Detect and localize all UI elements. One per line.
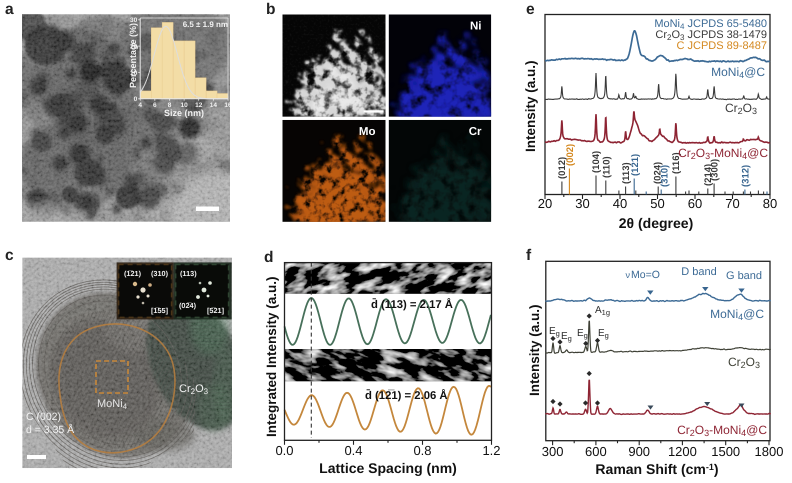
svg-text:MoNi4 JCPDS 65-5480: MoNi4 JCPDS 65-5480: [654, 18, 767, 31]
svg-text:d̄ (113) = 2.17 Å: d̄ (113) = 2.17 Å: [371, 298, 453, 311]
svg-text:Eg: Eg: [549, 326, 560, 338]
svg-text:C JCPDS 89-8487: C JCPDS 89-8487: [677, 40, 768, 52]
svg-text:Eg: Eg: [577, 328, 588, 340]
svg-text:60: 60: [688, 196, 702, 211]
svg-text:Percentage (%): Percentage (%): [128, 23, 138, 88]
svg-text:40: 40: [613, 196, 627, 211]
svg-text:10: 10: [130, 70, 138, 77]
svg-text:MoNi4: MoNi4: [97, 398, 128, 411]
svg-text:(116): (116): [671, 152, 682, 174]
svg-text:[5̅21]: [5̅21]: [207, 306, 225, 315]
svg-text:Raman Shift (cm-1): Raman Shift (cm-1): [595, 461, 718, 477]
svg-text:Size (nm): Size (nm): [164, 108, 204, 118]
svg-text:70: 70: [725, 196, 739, 211]
svg-text:600: 600: [585, 444, 607, 459]
svg-text:Intensity (a.u.): Intensity (a.u.): [523, 60, 538, 152]
svg-text:(310): (310): [660, 165, 671, 187]
svg-text:Ni: Ni: [470, 21, 482, 33]
svg-text:Lattice Spacing (nm): Lattice Spacing (nm): [319, 460, 457, 476]
svg-text:D band: D band: [681, 266, 716, 278]
svg-text:Cr2O3: Cr2O3: [179, 383, 209, 396]
svg-text:C (002): C (002): [26, 411, 61, 423]
svg-text:Cr2O3: Cr2O3: [728, 355, 760, 370]
svg-text:30: 30: [130, 17, 138, 24]
svg-text:Eg: Eg: [561, 331, 572, 343]
svg-text:14: 14: [210, 102, 218, 109]
svg-text:(104): (104): [591, 151, 602, 173]
svg-text:MoNi4@C: MoNi4@C: [711, 65, 765, 80]
svg-text:ν: ν: [626, 270, 631, 280]
svg-text:(113): (113): [180, 269, 197, 278]
svg-text:0.4: 0.4: [344, 443, 362, 458]
svg-text:0: 0: [134, 96, 138, 103]
svg-text:80: 80: [763, 196, 777, 211]
svg-text:Mo: Mo: [359, 126, 376, 138]
svg-text:(312): (312): [741, 165, 752, 187]
svg-text:Eg: Eg: [598, 328, 609, 340]
svg-text:30: 30: [575, 196, 589, 211]
svg-text:(214): (214): [703, 164, 714, 186]
svg-text:Mo=O: Mo=O: [631, 269, 660, 281]
svg-text:0.0: 0.0: [275, 443, 293, 458]
svg-text:(310): (310): [151, 269, 169, 278]
svg-text:10: 10: [180, 102, 188, 109]
svg-text:50: 50: [650, 196, 664, 211]
svg-text:c: c: [5, 247, 14, 264]
svg-text:(002): (002): [565, 144, 576, 166]
svg-text:0.8: 0.8: [413, 443, 431, 458]
svg-text:A1g: A1g: [595, 305, 610, 317]
svg-text:(121): (121): [630, 154, 641, 176]
svg-text:(1̅21): (1̅21): [124, 269, 142, 278]
svg-text:(02̅4): (02̅4): [179, 301, 197, 310]
svg-text:e: e: [526, 1, 535, 18]
svg-text:4: 4: [138, 102, 142, 109]
svg-text:1.2: 1.2: [482, 443, 500, 458]
svg-text:(113): (113): [621, 162, 632, 184]
svg-text:d: d: [264, 249, 273, 266]
svg-text:(012): (012): [557, 157, 568, 179]
svg-text:6: 6: [153, 102, 157, 109]
svg-text:20: 20: [130, 43, 138, 50]
svg-text:1800: 1800: [755, 444, 784, 459]
svg-text:16: 16: [224, 102, 232, 109]
svg-text:6.5 ± 1.9 nm: 6.5 ± 1.9 nm: [183, 20, 228, 29]
svg-text:1200: 1200: [668, 444, 697, 459]
svg-text:MoNi4@C: MoNi4@C: [710, 307, 764, 322]
svg-text:2θ (degree): 2θ (degree): [619, 215, 693, 231]
svg-text:20: 20: [538, 196, 552, 211]
svg-text:900: 900: [628, 444, 650, 459]
svg-text:Cr2O3 JCPDS 38-1479: Cr2O3 JCPDS 38-1479: [655, 29, 767, 42]
svg-text:(300): (300): [710, 159, 721, 181]
svg-text:12: 12: [195, 102, 203, 109]
svg-text:(110): (110): [601, 156, 612, 178]
svg-text:a: a: [5, 1, 14, 18]
svg-text:300: 300: [542, 444, 564, 459]
svg-text:Intensity (a.u.): Intensity (a.u.): [527, 304, 542, 396]
svg-text:d = 3.35 Å: d = 3.35 Å: [26, 423, 74, 436]
svg-text:Integrated Intensity (a.u.): Integrated Intensity (a.u.): [264, 276, 279, 437]
svg-text:8: 8: [168, 102, 172, 109]
svg-text:Cr2O3: Cr2O3: [725, 101, 757, 116]
svg-text:f: f: [526, 247, 532, 264]
svg-text:[1̅55]: [1̅55]: [151, 306, 169, 315]
svg-text:d̄ (12̅1) = 2.06 Å: d̄ (12̅1) = 2.06 Å: [365, 389, 448, 402]
svg-text:G band: G band: [726, 270, 762, 282]
svg-text:Cr: Cr: [469, 126, 482, 138]
svg-text:(024): (024): [653, 162, 664, 184]
svg-text:b: b: [266, 1, 275, 18]
svg-text:1500: 1500: [711, 444, 740, 459]
